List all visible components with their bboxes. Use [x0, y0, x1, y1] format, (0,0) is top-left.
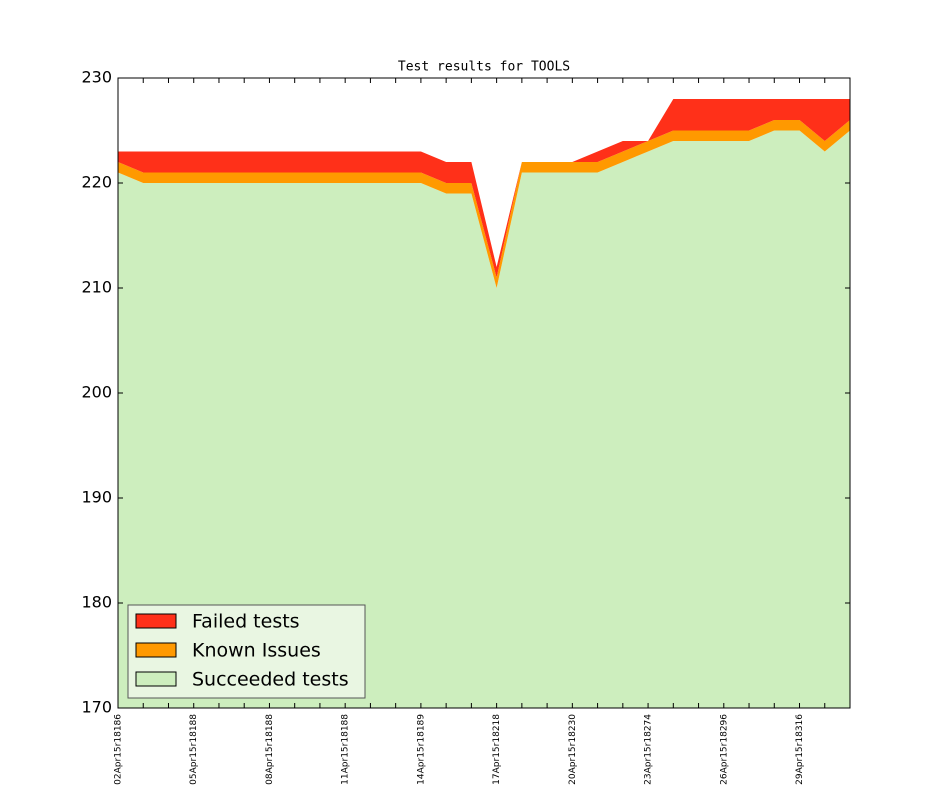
x-tick-label: 02Apr15r18186: [114, 714, 124, 785]
legend-label: Failed tests: [192, 611, 300, 633]
legend-swatch: [135, 613, 177, 629]
y-tick-label: 190: [81, 488, 112, 507]
legend-label: Known Issues: [192, 640, 321, 662]
x-tick-label: 29Apr15r18316: [795, 714, 805, 785]
y-tick-label: 220: [81, 173, 112, 192]
x-tick-label: 23Apr15r18274: [644, 714, 654, 785]
x-tick-label: 05Apr15r18188: [189, 714, 199, 785]
x-tick-label: 08Apr15r18188: [265, 714, 275, 785]
x-tick-label: 20Apr15r18230: [568, 714, 578, 785]
x-tick-label: 14Apr15r18189: [416, 714, 426, 785]
y-tick-label: 210: [81, 278, 112, 297]
x-tick-label: 26Apr15r18296: [719, 714, 729, 785]
y-tick-label: 180: [81, 593, 112, 612]
legend-swatch: [135, 642, 177, 658]
x-tick-label: 17Apr15r18218: [492, 714, 502, 785]
chart-title: Test results for TOOLS: [398, 60, 570, 75]
area: [118, 99, 850, 278]
legend-swatch: [135, 671, 177, 687]
y-tick-label: 200: [81, 383, 112, 402]
y-tick-label: 170: [81, 698, 112, 717]
y-tick-label: 230: [81, 68, 112, 87]
legend-label: Succeeded tests: [192, 669, 349, 691]
legend: Failed tests Known Issues Succeeded tests: [127, 604, 366, 699]
x-tick-label: 11Apr15r18188: [341, 714, 351, 785]
area: [118, 130, 850, 708]
